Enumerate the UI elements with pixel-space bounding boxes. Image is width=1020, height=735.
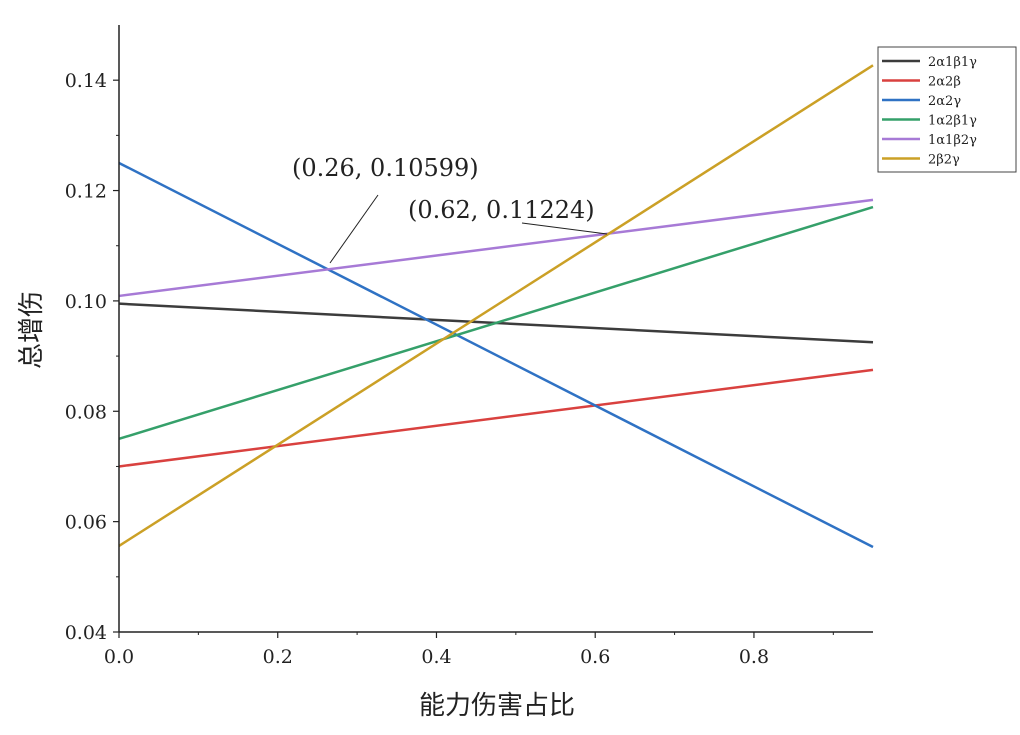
y-tick-label: 0.06 (65, 512, 107, 534)
annotation-leader-2 (521, 222, 608, 235)
legend-label-0: 2α1β1γ (928, 55, 977, 70)
legend-label-5: 2β2γ (928, 153, 960, 168)
y-tick-label: 0.10 (65, 291, 107, 313)
annotation-leader-1 (329, 194, 379, 264)
y-tick-label: 0.08 (65, 401, 107, 423)
legend-label-2: 2α2γ (928, 94, 961, 109)
series-line-5 (118, 64, 874, 547)
x-tick-label: 0.8 (739, 646, 769, 668)
annotation-1: (0.26, 0.10599) (292, 154, 479, 182)
y-tick-label: 0.14 (65, 70, 107, 92)
x-tick-label: 0.0 (104, 646, 134, 668)
y-axis-label: 总增伤 (17, 291, 47, 369)
legend-label-3: 1α2β1γ (928, 114, 977, 129)
x-tick-label: 0.2 (263, 646, 293, 668)
legend-label-4: 1α1β2γ (928, 133, 977, 148)
x-tick-label: 0.4 (421, 646, 451, 668)
series-line-4 (118, 198, 874, 298)
series-line-2 (118, 161, 874, 549)
annotation-2: (0.62, 0.11224) (408, 196, 595, 224)
series-line-3 (118, 205, 874, 441)
x-tick-label: 0.6 (580, 646, 610, 668)
series-line-1 (118, 368, 874, 468)
legend-label-1: 2α2β (928, 75, 961, 90)
y-tick-label: 0.12 (65, 181, 107, 203)
x-axis-label: 能力伤害占比 (419, 691, 575, 721)
legend: 2α1β1γ 2α2β 2α2γ 1α2β1γ 1α1β2γ 2β2γ (877, 46, 1017, 173)
y-tick-label: 0.04 (65, 622, 107, 644)
